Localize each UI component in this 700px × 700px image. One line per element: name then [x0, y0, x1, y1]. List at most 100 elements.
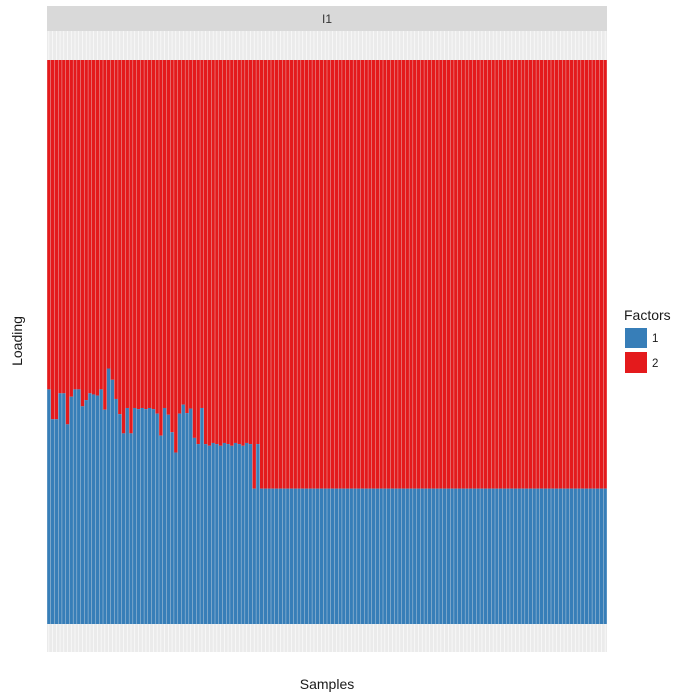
bar-factor-1 — [547, 488, 551, 624]
bar-factor-1 — [95, 395, 100, 624]
bar-factor-2 — [513, 60, 518, 489]
bar-factor-2 — [121, 60, 126, 434]
bar-factor-1 — [319, 488, 324, 624]
bar-factor-1 — [315, 488, 320, 624]
bar-factor-1 — [237, 444, 241, 624]
bar-factor-1 — [245, 442, 249, 624]
bar-factor-1 — [454, 488, 458, 624]
bar-factor-1 — [472, 488, 477, 624]
bar-factor-1 — [125, 407, 129, 624]
bar-factor-1 — [256, 444, 260, 624]
bar-factor-1 — [50, 419, 55, 624]
bar-factor-1 — [274, 488, 279, 624]
bar-factor-2 — [151, 60, 156, 410]
bar-factor-1 — [147, 407, 152, 624]
bar-factor-1 — [118, 414, 122, 624]
legend-swatch-1 — [625, 328, 647, 348]
bar-factor-1 — [517, 488, 521, 624]
bar-factor-2 — [558, 60, 563, 489]
bar-factor-1 — [192, 437, 197, 624]
bar-factor-1 — [77, 389, 81, 624]
bar-factor-2 — [476, 60, 480, 489]
bar-factor-1 — [159, 435, 163, 624]
bar-factor-2 — [454, 60, 458, 489]
bar-factor-1 — [390, 488, 395, 624]
bar-factor-2 — [125, 60, 129, 408]
bar-factor-2 — [528, 60, 533, 489]
bar-factor-2 — [133, 60, 137, 408]
bar-factor-1 — [364, 488, 368, 624]
bar-factor-2 — [461, 60, 465, 489]
bar-factor-2 — [62, 60, 66, 394]
bar-factor-2 — [241, 60, 245, 446]
bar-factor-1 — [338, 488, 342, 624]
bar-factor-1 — [435, 488, 439, 624]
bar-factor-1 — [506, 488, 510, 624]
facet-label: I1 — [322, 12, 332, 26]
bar-factor-2 — [218, 60, 223, 446]
bar-factor-2 — [525, 60, 529, 489]
bar-factor-2 — [379, 60, 383, 489]
bar-factor-1 — [465, 488, 469, 624]
bar-factor-2 — [245, 60, 249, 443]
bar-factor-2 — [599, 60, 604, 489]
bar-factor-1 — [136, 409, 141, 624]
bar-factor-2 — [304, 60, 309, 489]
bar-factor-2 — [521, 60, 525, 489]
facet-strip — [47, 6, 607, 31]
bar-factor-2 — [595, 60, 600, 489]
bar-factor-2 — [435, 60, 439, 489]
bar-factor-1 — [442, 488, 447, 624]
bar-factor-2 — [532, 60, 536, 489]
bar-factor-1 — [558, 488, 563, 624]
bar-factor-2 — [248, 60, 253, 445]
bar-factor-1 — [185, 413, 189, 624]
bar-factor-2 — [588, 60, 592, 489]
bar-factor-1 — [469, 488, 473, 624]
bar-factor-1 — [84, 400, 88, 624]
bar-factor-1 — [532, 488, 536, 624]
bar-factor-1 — [383, 488, 387, 624]
bar-factor-1 — [196, 444, 200, 624]
bar-factor-1 — [323, 488, 327, 624]
bar-factor-2 — [58, 60, 62, 394]
bar-factor-2 — [237, 60, 241, 445]
bar-factor-1 — [424, 488, 428, 624]
bar-factor-1 — [110, 379, 115, 624]
bar-factor-2 — [427, 60, 432, 489]
bar-factor-1 — [293, 488, 297, 624]
bar-factor-1 — [99, 389, 103, 624]
bar-factor-1 — [584, 488, 589, 624]
bar-factor-1 — [80, 406, 85, 624]
legend: Factors 1 2 — [624, 307, 671, 373]
bar-factor-2 — [222, 60, 227, 443]
bar-factor-1 — [345, 488, 350, 624]
bar-factor-1 — [177, 413, 182, 624]
bar-factor-1 — [603, 488, 607, 624]
bar-factor-2 — [166, 60, 171, 415]
bar-factor-2 — [282, 60, 286, 489]
bar-factor-2 — [301, 60, 305, 489]
bar-factor-1 — [230, 445, 234, 624]
bar-factor-1 — [461, 488, 465, 624]
bar-factor-2 — [543, 60, 548, 489]
bar-factor-1 — [263, 488, 268, 624]
bar-factor-1 — [106, 368, 111, 624]
bar-factor-2 — [349, 60, 353, 489]
bar-factor-1 — [420, 488, 424, 624]
bar-factor-2 — [491, 60, 495, 489]
bar-factor-2 — [293, 60, 297, 489]
bar-factor-1 — [398, 488, 402, 624]
bar-factor-2 — [480, 60, 484, 489]
bar-factor-1 — [457, 488, 462, 624]
legend-label-1: 1 — [652, 333, 658, 345]
bar-factor-2 — [196, 60, 200, 445]
bar-factor-1 — [308, 488, 312, 624]
bar-factor-2 — [536, 60, 540, 489]
bar-factor-2 — [185, 60, 189, 414]
bar-factor-2 — [47, 60, 51, 390]
bar-factor-1 — [215, 444, 219, 624]
bar-factor-1 — [409, 488, 413, 624]
bar-factor-1 — [476, 488, 480, 624]
bar-factor-1 — [569, 488, 574, 624]
